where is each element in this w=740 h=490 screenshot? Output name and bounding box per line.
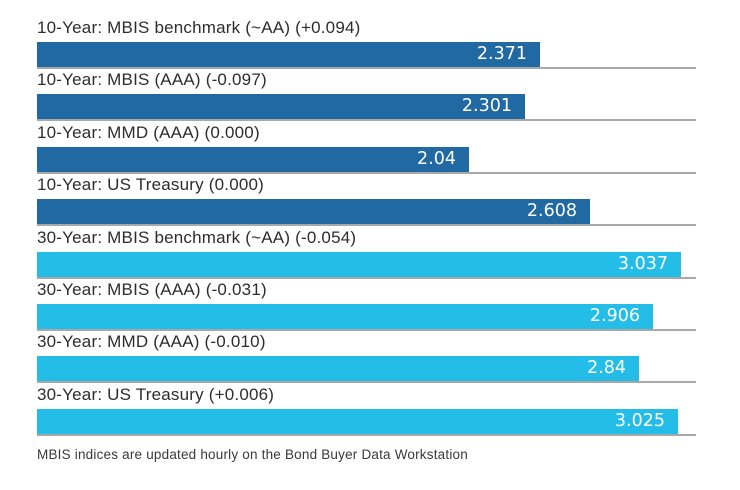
bar-row: 10-Year: US Treasury (0.000) 2.608 [37,174,740,227]
bar-track: 3.037 [37,251,696,279]
bar-label: 10-Year: MMD (AAA) (0.000) [37,122,260,142]
bar-row: 10-Year: MBIS (AAA) (-0.097) 2.301 [37,69,740,122]
bar-value-label: 2.04 [417,148,456,169]
bar: 2.04 [37,146,469,172]
bar-track: 3.025 [37,408,696,436]
bar-track: 2.04 [37,146,696,174]
bar-row: 30-Year: MBIS benchmark (~AA) (-0.054) 3… [37,227,740,279]
bar-label: 10-Year: MBIS benchmark (~AA) (+0.094) [37,18,361,37]
bar-value-label: 3.025 [614,410,665,431]
bar-label: 30-Year: MMD (AAA) (-0.010) [37,332,266,352]
bar-track: 2.84 [37,356,696,384]
bar-value-label: 2.301 [461,96,512,117]
bar: 2.608 [37,199,590,225]
bar: 3.037 [37,251,681,277]
bar: 3.025 [37,408,678,434]
bar-value-label: 2.608 [526,201,577,222]
chart-footnote: MBIS indices are updated hourly on the B… [37,447,468,463]
bar: 2.301 [37,94,525,120]
bar-value-label: 2.371 [476,44,527,64]
bar-label: 10-Year: MBIS (AAA) (-0.097) [37,70,267,90]
bar-label: 30-Year: MBIS (AAA) (-0.031) [37,279,267,299]
bar: 2.371 [37,42,540,67]
bar-track: 2.608 [37,199,696,227]
bar-row: 30-Year: MBIS (AAA) (-0.031) 2.906 [37,279,740,331]
bar-label: 30-Year: US Treasury (+0.006) [37,384,275,404]
bar-track: 2.906 [37,303,696,331]
bar: 2.84 [37,356,639,382]
bar-value-label: 2.906 [589,305,640,326]
bar-label: 30-Year: MBIS benchmark (~AA) (-0.054) [37,227,357,247]
bar: 2.906 [37,303,653,329]
bar-label: 10-Year: US Treasury (0.000) [37,175,265,195]
bar-value-label: 2.84 [587,358,626,379]
bar-value-label: 3.037 [617,253,668,274]
bar-row: 30-Year: MMD (AAA) (-0.010) 2.84 [37,331,740,384]
bar-track: 2.371 [37,42,696,69]
bar-row: 30-Year: US Treasury (+0.006) 3.025 [37,384,740,436]
bar-track: 2.301 [37,94,696,122]
bar-row: 10-Year: MMD (AAA) (0.000) 2.04 [37,122,740,174]
bar-row: 10-Year: MBIS benchmark (~AA) (+0.094) 2… [37,17,740,69]
